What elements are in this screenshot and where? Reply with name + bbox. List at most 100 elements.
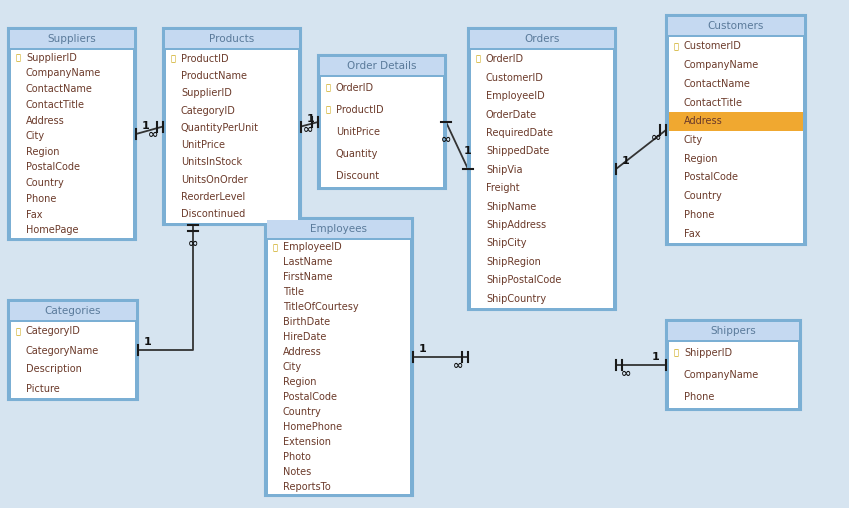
Text: ProductID: ProductID (181, 54, 228, 64)
Text: Photo: Photo (283, 452, 311, 462)
Text: Suppliers: Suppliers (48, 34, 97, 44)
Text: ShipCountry: ShipCountry (486, 294, 546, 304)
Text: Title: Title (283, 288, 304, 297)
Text: HireDate: HireDate (283, 332, 326, 342)
Text: 1: 1 (307, 113, 315, 123)
Text: OrderDate: OrderDate (486, 110, 537, 119)
FancyBboxPatch shape (11, 322, 135, 398)
Text: Quantity: Quantity (336, 149, 379, 159)
Text: ShipRegion: ShipRegion (486, 257, 541, 267)
Text: City: City (283, 362, 302, 372)
Text: ReportsTo: ReportsTo (283, 482, 331, 492)
Text: UnitsInStock: UnitsInStock (181, 157, 242, 168)
Text: Region: Region (26, 147, 59, 157)
Text: Region: Region (684, 154, 717, 164)
Text: ContactName: ContactName (26, 84, 93, 94)
Text: CategoryID: CategoryID (181, 106, 236, 115)
FancyBboxPatch shape (318, 55, 446, 189)
Text: SupplierID: SupplierID (181, 88, 232, 98)
Text: UnitPrice: UnitPrice (181, 140, 225, 150)
Text: ContactName: ContactName (684, 79, 751, 89)
Text: Country: Country (283, 407, 322, 417)
FancyBboxPatch shape (668, 17, 804, 35)
FancyBboxPatch shape (668, 322, 799, 340)
Text: Order Details: Order Details (347, 61, 417, 71)
Text: UnitPrice: UnitPrice (336, 127, 380, 137)
Text: City: City (684, 135, 703, 145)
Text: CompanyName: CompanyName (684, 60, 759, 70)
Text: Fax: Fax (684, 229, 700, 239)
FancyBboxPatch shape (321, 77, 443, 187)
FancyBboxPatch shape (669, 37, 803, 243)
Text: Fax: Fax (26, 209, 42, 219)
Text: ∞: ∞ (148, 128, 158, 141)
FancyBboxPatch shape (8, 28, 136, 240)
Text: LastName: LastName (283, 258, 332, 267)
Text: BirthDate: BirthDate (283, 317, 330, 327)
Text: Customers: Customers (708, 21, 764, 31)
Text: ContactTitle: ContactTitle (26, 100, 85, 110)
Text: PostalCode: PostalCode (283, 392, 337, 402)
Text: ⚿: ⚿ (325, 83, 330, 92)
Text: Extension: Extension (283, 437, 331, 447)
Text: ⚿: ⚿ (475, 55, 481, 64)
Text: ShipPostalCode: ShipPostalCode (486, 275, 561, 285)
Text: ∞: ∞ (188, 237, 198, 249)
Text: ⚿: ⚿ (15, 53, 20, 62)
Text: ⚿: ⚿ (673, 348, 678, 358)
Text: Region: Region (283, 377, 317, 387)
Text: CategoryName: CategoryName (26, 345, 99, 356)
FancyBboxPatch shape (666, 320, 801, 410)
Text: ProductName: ProductName (181, 71, 247, 81)
Text: Freight: Freight (486, 183, 520, 193)
Text: 1: 1 (142, 121, 150, 131)
Text: Discontinued: Discontinued (181, 209, 245, 219)
Text: Phone: Phone (684, 210, 714, 220)
Text: ⚿: ⚿ (15, 327, 20, 336)
Text: 1: 1 (419, 344, 427, 354)
Text: Phone: Phone (684, 392, 714, 402)
Text: PostalCode: PostalCode (26, 163, 80, 173)
Text: Country: Country (684, 191, 722, 201)
Text: ⚿: ⚿ (325, 106, 330, 114)
Text: RequiredDate: RequiredDate (486, 128, 553, 138)
Text: UnitsOnOrder: UnitsOnOrder (181, 175, 248, 185)
Text: 1: 1 (652, 352, 660, 362)
Text: ∞: ∞ (453, 359, 464, 371)
FancyBboxPatch shape (10, 302, 136, 320)
Text: 1: 1 (622, 156, 630, 166)
FancyBboxPatch shape (265, 218, 413, 496)
Text: 1: 1 (464, 146, 472, 156)
Text: Picture: Picture (26, 384, 59, 394)
Text: Products: Products (210, 34, 255, 44)
Text: ProductID: ProductID (336, 105, 384, 115)
FancyBboxPatch shape (320, 57, 444, 75)
Text: ShipAddress: ShipAddress (486, 220, 546, 230)
Text: ∞: ∞ (621, 366, 631, 379)
FancyBboxPatch shape (165, 30, 299, 48)
Text: 1: 1 (144, 337, 152, 347)
Text: ContactTitle: ContactTitle (684, 98, 743, 108)
Text: OrderID: OrderID (336, 83, 374, 93)
Text: Address: Address (283, 347, 322, 357)
Text: ReorderLevel: ReorderLevel (181, 192, 245, 202)
FancyBboxPatch shape (163, 28, 301, 225)
Text: EmployeeID: EmployeeID (283, 242, 342, 252)
Text: CompanyName: CompanyName (684, 370, 759, 380)
Text: CustomerID: CustomerID (486, 73, 544, 83)
Text: OrderID: OrderID (486, 54, 524, 64)
Text: ∞: ∞ (303, 123, 313, 137)
Text: CategoryID: CategoryID (26, 327, 81, 336)
Text: SupplierID: SupplierID (26, 53, 77, 63)
Text: ShipCity: ShipCity (486, 238, 526, 248)
Text: CompanyName: CompanyName (26, 69, 101, 79)
Text: City: City (26, 131, 45, 141)
Text: Phone: Phone (26, 194, 56, 204)
Text: ShipperID: ShipperID (684, 348, 732, 358)
FancyBboxPatch shape (8, 300, 138, 400)
FancyBboxPatch shape (10, 30, 134, 48)
Text: Categories: Categories (45, 306, 101, 316)
Text: ShippedDate: ShippedDate (486, 146, 549, 156)
Text: TitleOfCourtesy: TitleOfCourtesy (283, 302, 358, 312)
FancyBboxPatch shape (470, 30, 614, 48)
